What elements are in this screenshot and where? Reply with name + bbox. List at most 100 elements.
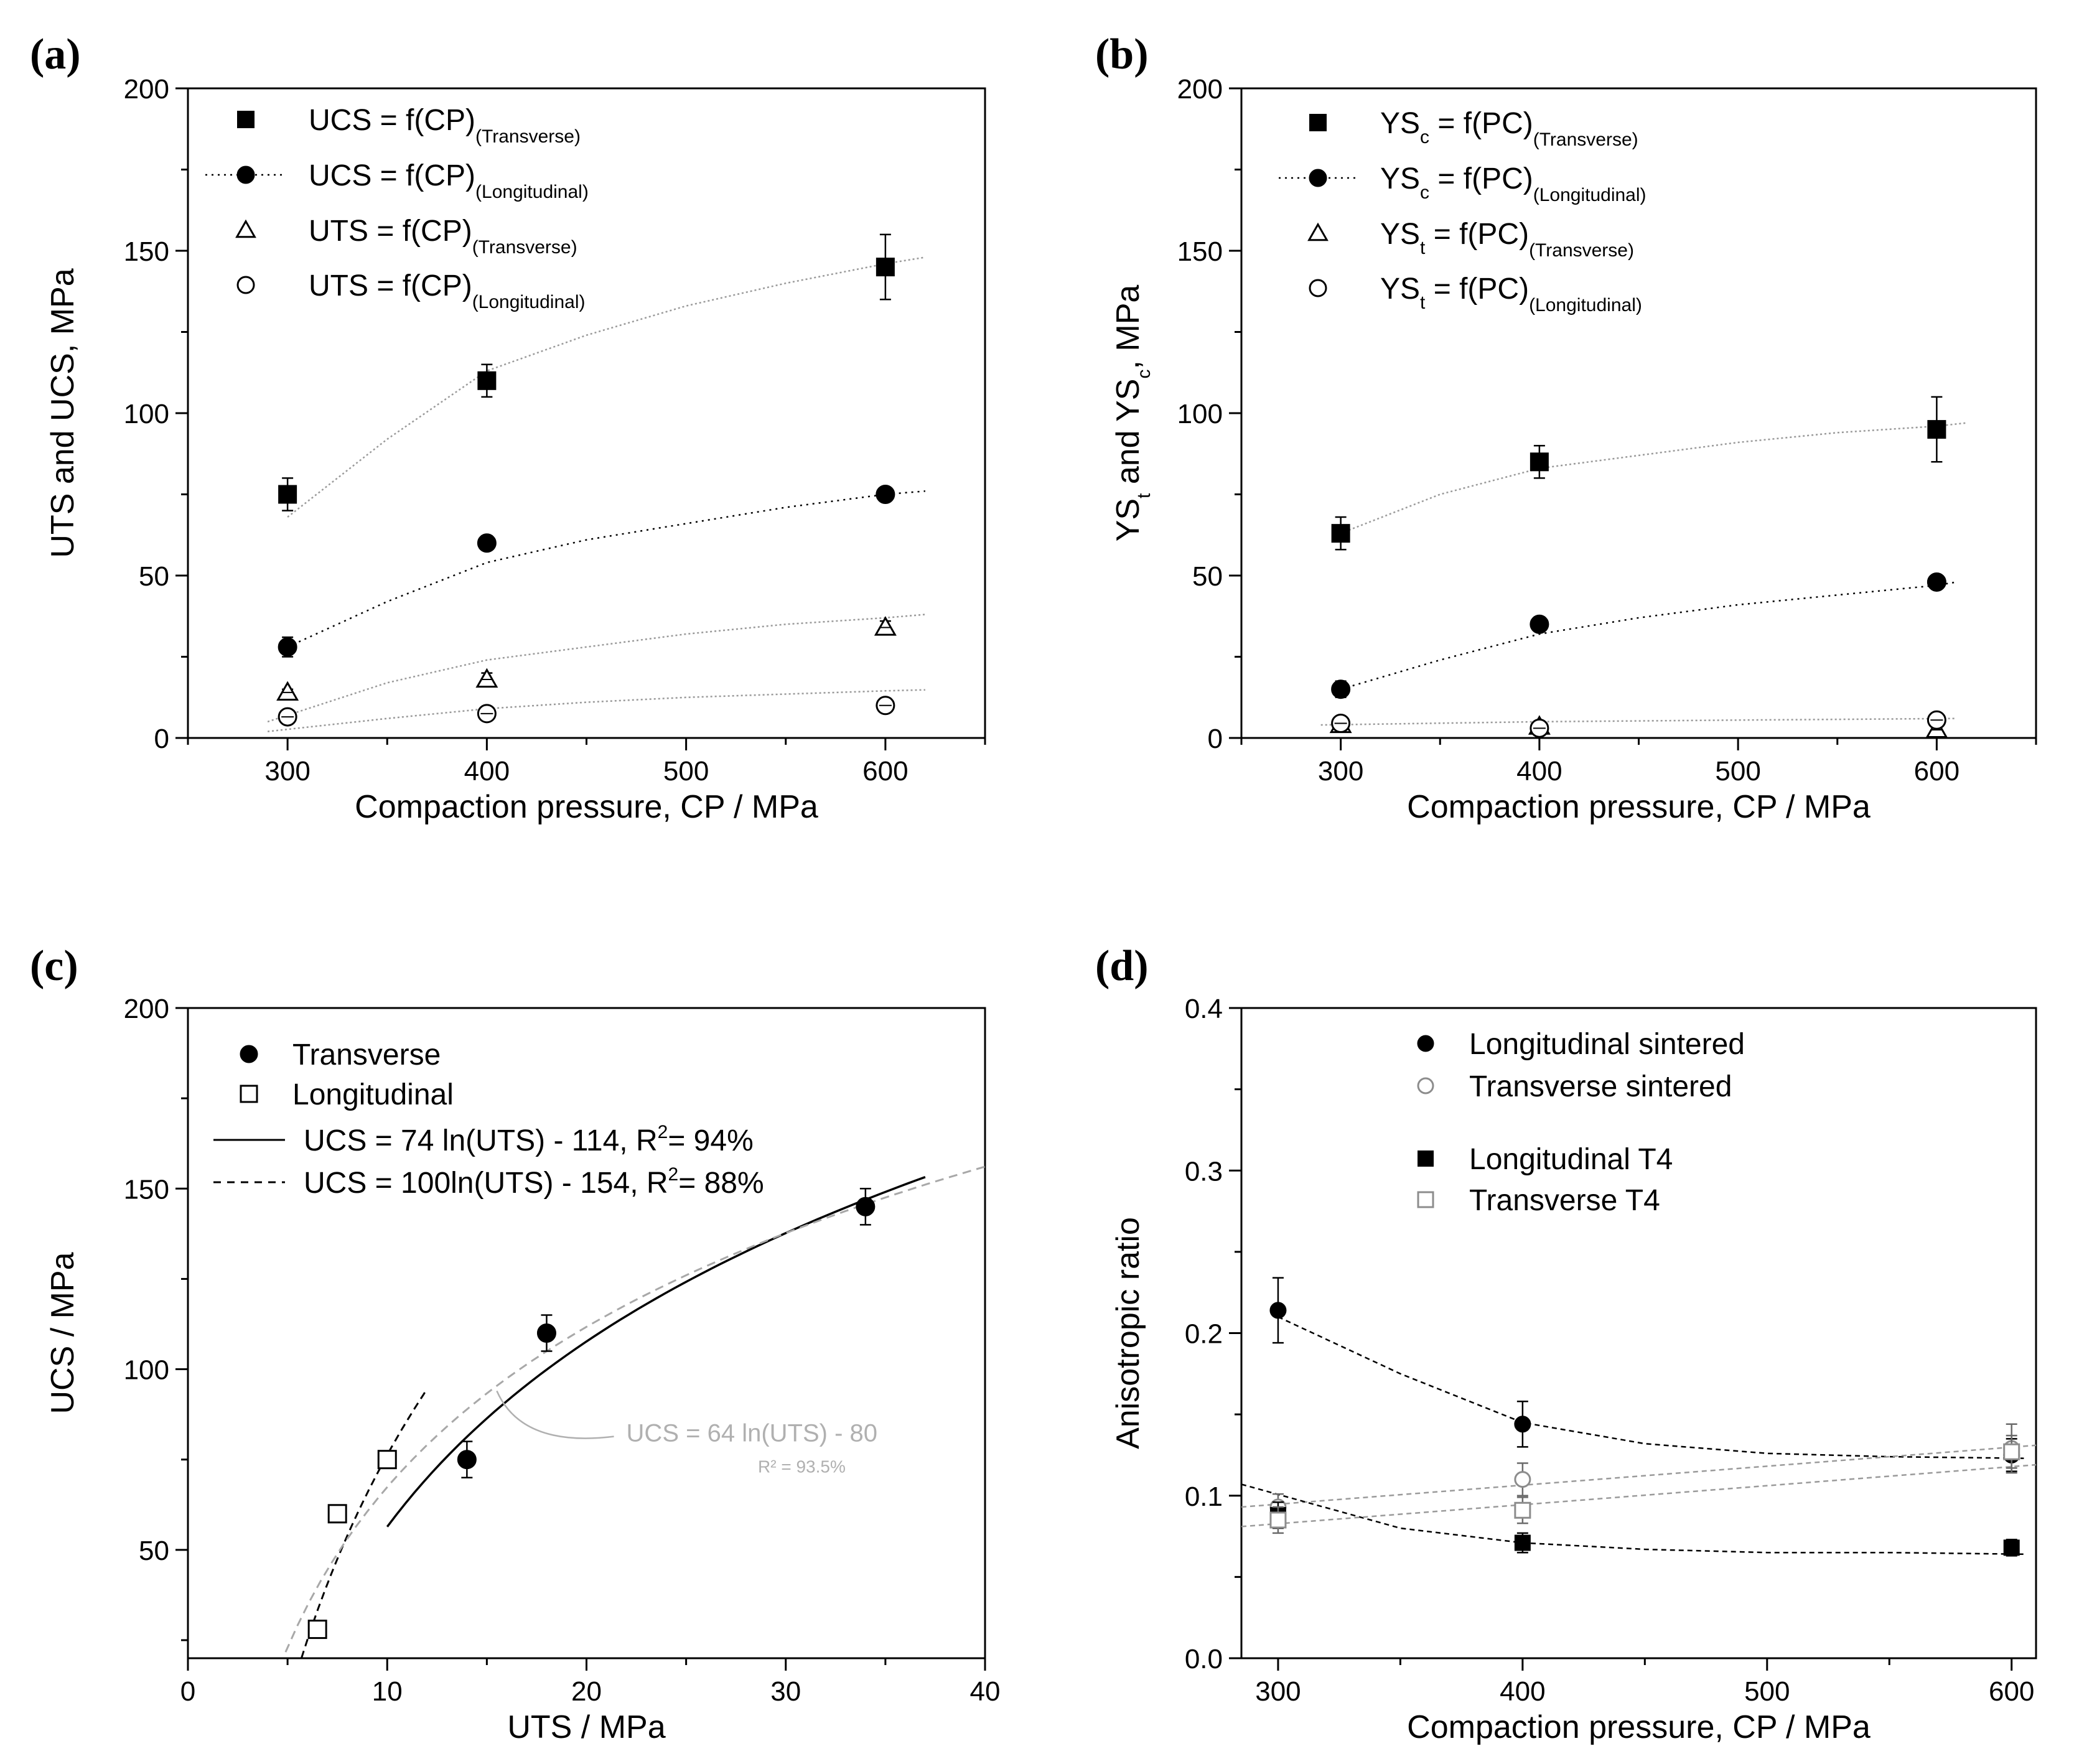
legend-rest: = f(PC) (1425, 218, 1529, 251)
x-tick-label: 600 (862, 756, 908, 786)
x-tick-label: 30 (770, 1676, 801, 1707)
x-tick-label: 300 (1318, 756, 1363, 786)
fit-curve-c-0 (386, 1176, 926, 1528)
y-label-part: , MPa (1110, 285, 1146, 370)
data-point (278, 485, 297, 504)
y-axis-label: UTS and UCS, MPa (45, 268, 81, 558)
data-point (477, 533, 497, 553)
legend-superscript: 2 (658, 1122, 668, 1142)
x-tick-label: 500 (1715, 756, 1760, 786)
data-point (1269, 1511, 1287, 1529)
fit-curve-c-1 (301, 1388, 428, 1658)
fit-curve-c-2 (284, 1165, 985, 1653)
data-point (1927, 572, 1946, 592)
plot-frame (1240, 1007, 2037, 1659)
data-point (240, 1085, 258, 1103)
legend-rest: = f(PC) (1429, 107, 1533, 140)
x-tick-label: 0 (180, 1676, 195, 1707)
x-tick-label: 400 (464, 756, 510, 786)
data-point (1514, 1416, 1531, 1433)
legend-label: UTS = f(CP)(Transverse) (309, 215, 577, 258)
legend-label: UCS = 74 ln(UTS) - 114, R2= 94% (304, 1122, 754, 1157)
y-tick-label: 100 (124, 399, 169, 429)
legend-rest: = f(PC) (1425, 273, 1529, 306)
legend-subscript: (Transverse) (1529, 240, 1634, 261)
y-axis-label: UCS / MPa (45, 1252, 81, 1414)
panel-a: 300 400 500 600 0 50 100 150 200 Compaction press… (30, 30, 986, 825)
legend-label: YSt = f(PC)(Longitudinal) (1380, 273, 1642, 315)
y-tick-label: 0.1 (1185, 1482, 1223, 1512)
fit-curve-a-1 (287, 490, 926, 648)
y-label-part: and YS (1110, 379, 1146, 493)
y-tick-label: 150 (1177, 236, 1223, 267)
legend-subscript: (Transverse) (475, 126, 581, 147)
data-point (1309, 114, 1327, 131)
fit-group (284, 1165, 985, 1658)
data-point (1331, 679, 1351, 699)
data-point (1417, 1191, 1434, 1208)
data-point (876, 485, 895, 504)
legend-part: = 88% (678, 1167, 764, 1200)
y-tick-label: 100 (124, 1355, 169, 1386)
x-axis-label: UTS / MPa (507, 1709, 665, 1745)
y-tick-label: 0.2 (1185, 1319, 1223, 1350)
legend-superscript: 2 (668, 1164, 679, 1185)
panel-c: 0 10 20 30 40 50 100 150 200 UTS / MPa (c) UCS / MP… (30, 942, 1000, 1745)
legend-main: YS (1380, 107, 1420, 140)
legend-label: YSt = f(PC)(Transverse) (1380, 218, 1634, 261)
data-point (1514, 1471, 1531, 1488)
y-tick-label: 150 (124, 1174, 169, 1205)
panel-label: (b) (1095, 30, 1149, 78)
legend-part: UCS = 74 ln(UTS) - 114, R (304, 1124, 658, 1157)
panel-d: 300 400 500 600 0.0 0.1 0.2 0.3 0.4 Compaction pr… (1095, 942, 2037, 1745)
legend-subscript: (Transverse) (472, 237, 577, 258)
panel-label: (c) (30, 942, 78, 990)
fit-curve-d-2 (1241, 1483, 2024, 1556)
y-tick-label: 200 (124, 74, 169, 105)
data-point (876, 258, 895, 277)
panel-label: (a) (30, 30, 81, 78)
legend-subscript: (Longitudinal) (472, 292, 586, 312)
legend-label: Transverse T4 (1469, 1184, 1660, 1217)
data-point (475, 668, 498, 688)
legend-index: t (1420, 292, 1426, 313)
x-tick-label: 400 (1516, 756, 1562, 786)
legend-label: Longitudinal T4 (1469, 1143, 1673, 1176)
y-label-subscript: t (1134, 493, 1154, 498)
y-tick-label: 0.4 (1185, 994, 1223, 1024)
legend-main: YS (1380, 218, 1420, 251)
data-point (536, 1323, 556, 1343)
annotation-r2: R² = 93.5% (758, 1457, 846, 1477)
y-tick-label: 0.0 (1185, 1644, 1223, 1674)
legend-subscript: (Transverse) (1533, 129, 1638, 150)
data-point (240, 1045, 258, 1063)
y-tick-label: 150 (124, 236, 169, 267)
x-tick-label: 500 (1744, 1676, 1790, 1707)
legend-main: YS (1380, 162, 1420, 195)
legend-index: c (1420, 182, 1429, 203)
legend-label: Transverse sintered (1469, 1070, 1732, 1103)
data-point (1331, 524, 1350, 543)
data-point (1530, 452, 1549, 472)
y-tick-label: 200 (1177, 74, 1223, 105)
data-point (1514, 1501, 1531, 1519)
data-point (327, 1504, 347, 1524)
data-point (1309, 169, 1327, 187)
data-point (235, 219, 256, 238)
data-point (2003, 1443, 2020, 1460)
legend-subscript: (Longitudinal) (1533, 185, 1647, 205)
data-point (856, 1197, 876, 1216)
y-tick-label: 0.3 (1185, 1156, 1223, 1187)
x-tick-label: 400 (1500, 1676, 1545, 1707)
x-tick-label: 600 (1989, 1676, 2034, 1707)
legend-subscript: (Longitudinal) (1529, 295, 1642, 315)
legend-label: Longitudinal (292, 1078, 454, 1111)
annotation-leader (496, 1390, 614, 1439)
data-point (236, 166, 255, 184)
legend-main: UCS = f(CP) (309, 104, 475, 137)
legend-part: UCS = 100ln(UTS) - 154, R (304, 1167, 668, 1200)
legend-label: UTS = f(CP)(Longitudinal) (309, 269, 585, 312)
fit-curve-a-2 (267, 614, 926, 723)
fit-curve-b-3 (1320, 717, 1957, 726)
